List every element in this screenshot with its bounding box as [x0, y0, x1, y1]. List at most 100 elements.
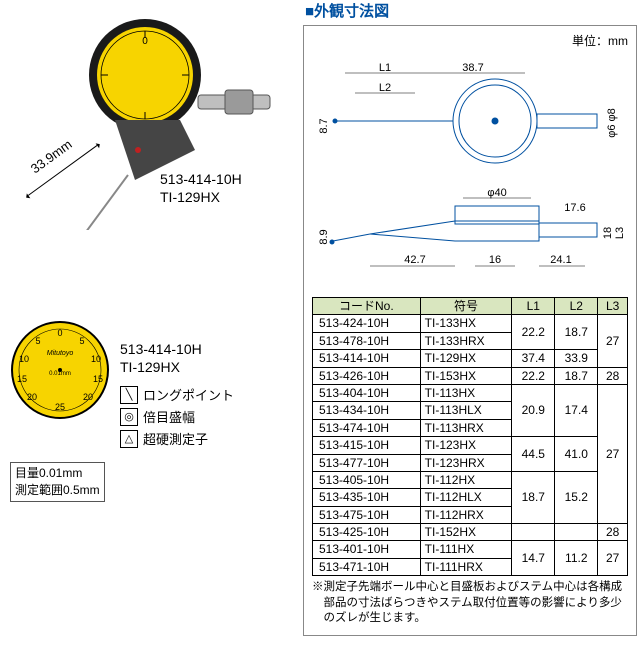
svg-text:10: 10: [91, 354, 101, 364]
cell-L2: [555, 524, 598, 541]
feature-long-point: ╲ ロングポイント: [120, 385, 234, 404]
cell-code: 513-424-10H: [313, 315, 421, 332]
cell-code: 513-475-10H: [313, 506, 421, 523]
cell-L2: 17.4: [555, 384, 598, 436]
cell-L2: 15.2: [555, 471, 598, 523]
model-code-2: 513-414-10H: [120, 341, 202, 357]
col-symbol: 符号: [420, 298, 512, 315]
feature-list: ╲ ロングポイント ◎ 倍目盛幅 △ 超硬測定子: [120, 385, 234, 451]
section-title: ■外観寸法図: [303, 0, 637, 21]
cell-symbol: TI-112HX: [420, 471, 512, 488]
cell-L3: 28: [598, 524, 628, 541]
cell-L3: 27: [598, 384, 628, 523]
cell-code: 513-401-10H: [313, 541, 421, 558]
square-bullet-icon: ■: [305, 3, 314, 20]
right-column: ■外観寸法図 単位：mm: [303, 0, 637, 636]
cell-code: 513-426-10H: [313, 367, 421, 384]
carbide-icon: △: [120, 430, 138, 448]
spec-graduation: 目量0.01mm: [15, 466, 82, 480]
dimension-panel: 単位：mm: [303, 25, 637, 636]
svg-text:0: 0: [57, 328, 62, 338]
table-header-row: コードNo. 符号 L1 L2 L3: [313, 298, 628, 315]
footnote: ※測定子先端ボール中心と目盛板およびステム中心は各構成部品の寸法ばらつきやステム…: [312, 580, 628, 627]
long-point-icon: ╲: [120, 386, 138, 404]
table-row: 513-425-10HTI-152HX28: [313, 524, 628, 541]
dim-24-1: 24.1: [550, 254, 571, 266]
dim-16: 16: [489, 254, 501, 266]
dim-8-9: 8.9: [318, 229, 330, 244]
cell-L1: 37.4: [512, 350, 555, 367]
dim-L2: L2: [379, 82, 391, 94]
cell-L1: 20.9: [512, 384, 555, 436]
cell-L1: 44.5: [512, 437, 555, 472]
table-row: 513-415-10HTI-123HX44.541.0: [313, 437, 628, 454]
col-L2: L2: [555, 298, 598, 315]
spec-box: 目量0.01mm 測定範囲0.5mm: [10, 462, 105, 502]
svg-text:15: 15: [93, 374, 103, 384]
cell-symbol: TI-111HRX: [420, 558, 512, 575]
feature-label: 倍目盛幅: [143, 407, 195, 426]
spec-range: 測定範囲0.5mm: [15, 483, 100, 497]
cell-code: 513-471-10H: [313, 558, 421, 575]
double-scale-icon: ◎: [120, 408, 138, 426]
cell-L2: 33.9: [555, 350, 598, 367]
model-label-top: 513-414-10H TI-129HX: [160, 170, 242, 206]
table-row: 513-426-10HTI-153HX22.218.728: [313, 367, 628, 384]
col-code: コードNo.: [313, 298, 421, 315]
feature-label: ロングポイント: [143, 385, 234, 404]
svg-text:15: 15: [17, 374, 27, 384]
table-row: 513-405-10HTI-112HX18.715.2: [313, 471, 628, 488]
cell-symbol: TI-113HLX: [420, 402, 512, 419]
model-name: TI-129HX: [160, 189, 220, 205]
cell-symbol: TI-123HX: [420, 437, 512, 454]
dimension-diagram: L1 L2 38.7 8.7 φ6 φ8 φ40 17.6 18 L3 8.9 …: [312, 51, 628, 291]
feature-label: 超硬測定子: [143, 429, 208, 448]
dim-38-7: 38.7: [462, 62, 483, 74]
svg-text:20: 20: [27, 392, 37, 402]
cell-code: 513-474-10H: [313, 419, 421, 436]
dim-phi40: φ40: [487, 187, 506, 199]
cell-symbol: TI-123HRX: [420, 454, 512, 471]
cell-symbol: TI-153HX: [420, 367, 512, 384]
feature-double-scale: ◎ 倍目盛幅: [120, 407, 234, 426]
table-row: 513-401-10HTI-111HX14.711.227: [313, 541, 628, 558]
feature-carbide: △ 超硬測定子: [120, 429, 234, 448]
cell-code: 513-405-10H: [313, 471, 421, 488]
col-L1: L1: [512, 298, 555, 315]
model-code: 513-414-10H: [160, 171, 242, 187]
model-label-bottom: 513-414-10H TI-129HX: [120, 340, 202, 376]
cell-symbol: TI-113HX: [420, 384, 512, 401]
cell-code: 513-415-10H: [313, 437, 421, 454]
cell-code: 513-434-10H: [313, 402, 421, 419]
dim-L3: L3: [614, 227, 626, 239]
dim-8-7: 8.7: [318, 118, 330, 133]
dim-17-6: 17.6: [564, 202, 585, 214]
cell-code: 513-414-10H: [313, 350, 421, 367]
cell-L1: 18.7: [512, 471, 555, 523]
section-title-text: 外観寸法図: [314, 3, 389, 20]
cell-L3: 27: [598, 541, 628, 576]
cell-symbol: TI-112HLX: [420, 489, 512, 506]
dial-face-illustration: 0 5 10 15 20 25 20 15 10 5 Mitutoyo 0.01…: [10, 320, 110, 423]
table-row: 513-404-10HTI-113HX20.917.427: [313, 384, 628, 401]
cell-code: 513-425-10H: [313, 524, 421, 541]
cell-L1: 22.2: [512, 367, 555, 384]
dim-18: 18: [602, 227, 614, 239]
model-name-2: TI-129HX: [120, 359, 180, 375]
cell-symbol: TI-133HRX: [420, 332, 512, 349]
cell-code: 513-404-10H: [313, 384, 421, 401]
svg-text:5: 5: [79, 336, 84, 346]
svg-text:25: 25: [55, 402, 65, 412]
svg-text:0: 0: [142, 36, 148, 47]
cell-L3: 27: [598, 315, 628, 367]
svg-text:10: 10: [19, 354, 29, 364]
table-row: 513-424-10HTI-133HX22.218.727: [313, 315, 628, 332]
svg-text:20: 20: [83, 392, 93, 402]
cell-L2: 41.0: [555, 437, 598, 472]
cell-code: 513-435-10H: [313, 489, 421, 506]
cell-code: 513-478-10H: [313, 332, 421, 349]
cell-L1: 14.7: [512, 541, 555, 576]
cell-L2: 18.7: [555, 367, 598, 384]
dim-L1: L1: [379, 62, 391, 74]
cell-L1: [512, 524, 555, 541]
